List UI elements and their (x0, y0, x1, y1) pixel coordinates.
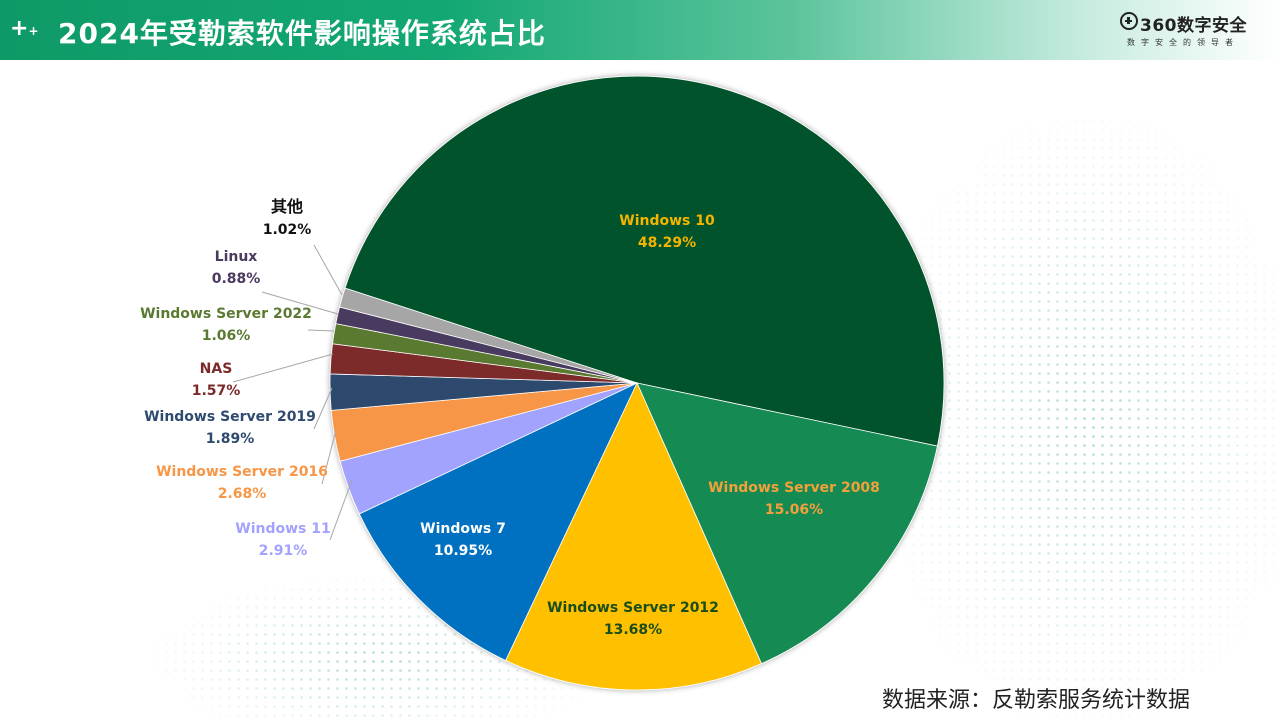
leader-line-other (313, 244, 343, 296)
pie-value-windows-server-2022: 1.06% (202, 328, 251, 344)
pie-label-windows-server-2012: Windows Server 2012 (547, 600, 719, 616)
pie-slice-other (339, 287, 638, 384)
pie-value-windows-server-2016: 2.68% (218, 486, 267, 502)
leader-line-linux (261, 291, 339, 315)
pie-labels: Windows 10 48.29% Windows Server 2008 15.06… (140, 197, 880, 638)
pie-label-linux: Linux (215, 249, 258, 265)
pie-slices (329, 75, 945, 691)
leader-lines (232, 244, 353, 541)
pie-slice-windows-7 (358, 382, 638, 662)
pie-label-nas: NAS (200, 361, 233, 377)
pie-slice-windows-server-2008 (636, 382, 938, 665)
page-title: 2024年受勒索软件影响操作系统占比 (58, 17, 546, 50)
pie-value-windows-10: 48.29% (638, 235, 696, 251)
logo-tagline: 数字安全的领导者 (1127, 38, 1239, 47)
plus-icon: ++ (10, 16, 39, 41)
leader-line-windows-server-2019 (313, 387, 333, 430)
pie-value-windows-server-2008: 15.06% (765, 502, 823, 518)
pie-label-windows-10: Windows 10 (619, 213, 715, 229)
pie-value-windows-server-2012: 13.68% (604, 622, 662, 638)
leader-line-windows-server-2022 (307, 329, 335, 332)
pie-label-windows-server-2016: Windows Server 2016 (156, 464, 328, 480)
pie-label-windows-server-2008: Windows Server 2008 (708, 480, 880, 496)
pie-label-windows-11: Windows 11 (235, 521, 330, 537)
pie-label-windows-7: Windows 7 (420, 521, 506, 537)
pie-slice-windows-server-2012 (505, 382, 762, 691)
leader-line-nas (232, 353, 334, 383)
leader-line-windows-server-2016 (321, 429, 337, 485)
pie-value-windows-server-2019: 1.89% (206, 431, 255, 447)
pie-label-windows-server-2022: Windows Server 2022 (140, 306, 312, 322)
pie-value-windows-7: 10.95% (434, 543, 492, 559)
pie-value-linux: 0.88% (212, 271, 261, 287)
logo-text: 360数字安全 (1140, 16, 1247, 36)
pie-value-nas: 1.57% (192, 383, 241, 399)
header-banner: ++ 2024年受勒索软件影响操作系统占比 360数字安全 数字安全的领导者 (0, 0, 1280, 60)
data-source-note: 数据来源：反勒索服务统计数据 (882, 688, 1191, 713)
logo-plus-icon (1120, 12, 1138, 30)
pie-label-other: 其他 (271, 197, 303, 216)
pie-chart: Windows 10 48.29% Windows Server 2008 15.06… (0, 60, 1280, 720)
pie-value-other: 1.02% (263, 222, 312, 238)
leader-line-windows-11 (329, 479, 353, 541)
pie-label-windows-server-2019: Windows Server 2019 (144, 409, 316, 425)
brand-logo: 360数字安全 数字安全的领导者 (1120, 11, 1270, 51)
pie-value-windows-11: 2.91% (259, 543, 308, 559)
pie-slice-windows-10 (344, 75, 945, 447)
